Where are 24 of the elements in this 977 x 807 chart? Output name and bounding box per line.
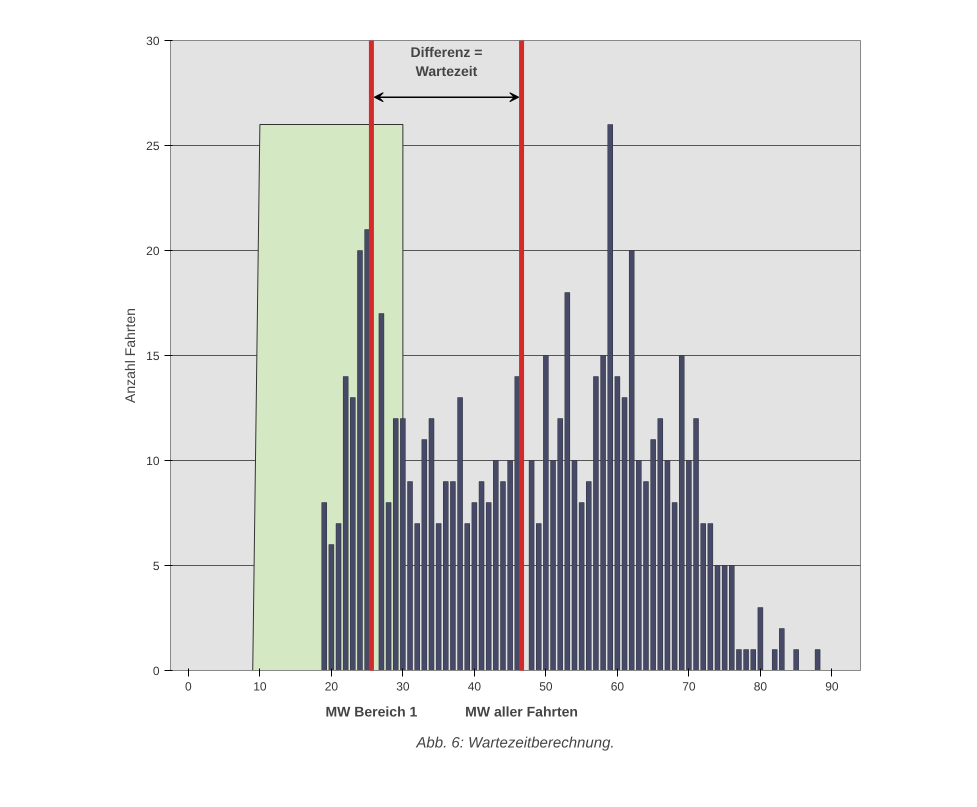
y-tick-label: 30 xyxy=(146,34,160,48)
y-tick-label: 25 xyxy=(146,139,160,153)
y-tick-label: 20 xyxy=(146,244,160,258)
annotation: Differenz = Wartezeit xyxy=(410,44,482,80)
x-tick-label: 50 xyxy=(539,680,553,694)
caption: Abb. 6: Wartezeitberechnung. xyxy=(415,734,615,752)
x-tick-label: 30 xyxy=(396,680,410,694)
x-tick-label: 10 xyxy=(253,680,267,694)
x-tick-label: 40 xyxy=(468,680,482,694)
bar xyxy=(793,649,799,670)
ref-line-label: MW Bereich 1 xyxy=(326,704,418,720)
x-tick-label: 0 xyxy=(185,680,192,694)
x-tick-label: 60 xyxy=(610,680,624,694)
bar xyxy=(814,649,820,670)
x-tick-label: 70 xyxy=(682,680,696,694)
y-axis-title: Anzahl Fahrten xyxy=(122,308,138,403)
x-tick-label: 90 xyxy=(825,680,839,694)
ref-line-label: MW aller Fahrten xyxy=(465,704,578,720)
x-tick-label: 80 xyxy=(754,680,768,694)
x-tick-label: 20 xyxy=(324,680,338,694)
y-tick-label: 10 xyxy=(146,454,160,468)
y-tick-label: 5 xyxy=(152,559,160,573)
y-tick-label: 0 xyxy=(152,664,160,678)
y-tick-label: 15 xyxy=(146,349,160,363)
